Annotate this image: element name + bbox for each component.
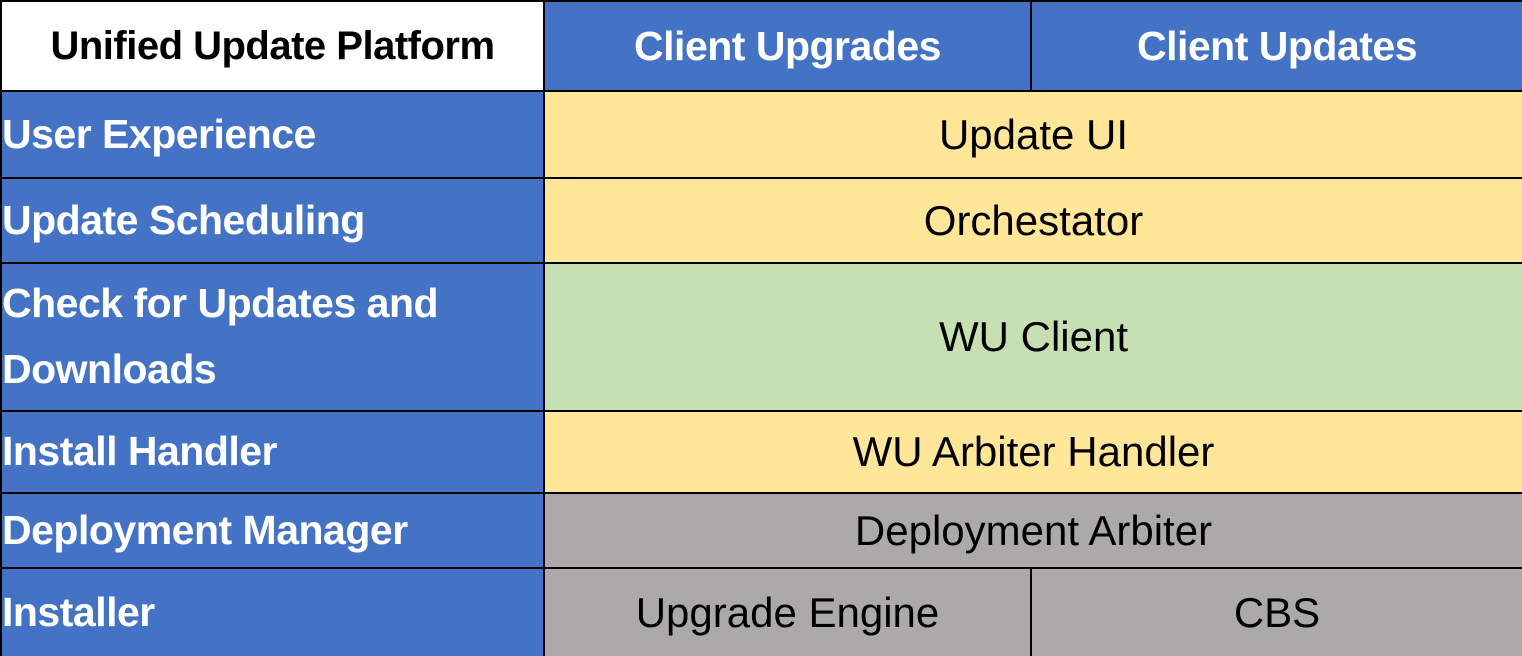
row-label-user-experience: User Experience (0, 90, 545, 179)
row-label-installer: Installer (0, 567, 545, 656)
component-cell-wu-arbiter-handler: WU Arbiter Handler (543, 410, 1522, 494)
table-row: Check for Updates and Downloads WU Clien… (0, 262, 1522, 412)
row-label-check-for-updates-and-downloads: Check for Updates and Downloads (0, 262, 545, 412)
header-row: Unified Update Platform Client Upgrades … (0, 0, 1522, 92)
component-cell-update-ui: Update UI (543, 90, 1522, 179)
component-cell-deployment-arbiter: Deployment Arbiter (543, 492, 1522, 569)
row-label-install-handler: Install Handler (0, 410, 545, 494)
column-header-client-upgrades: Client Upgrades (543, 0, 1032, 92)
component-cell-wu-client: WU Client (543, 262, 1522, 412)
row-label-deployment-manager: Deployment Manager (0, 492, 545, 569)
table-row: Update Scheduling Orchestator (0, 177, 1522, 264)
column-header-client-updates: Client Updates (1030, 0, 1522, 92)
table-row: Installer Upgrade Engine CBS (0, 567, 1522, 656)
component-cell-orchestator: Orchestator (543, 177, 1522, 264)
component-cell-cbs: CBS (1030, 567, 1522, 656)
table-row: Deployment Manager Deployment Arbiter (0, 492, 1522, 569)
table-row: Install Handler WU Arbiter Handler (0, 410, 1522, 494)
table-row: User Experience Update UI (0, 90, 1522, 179)
table-title: Unified Update Platform (0, 0, 545, 92)
component-cell-upgrade-engine: Upgrade Engine (543, 567, 1032, 656)
row-label-update-scheduling: Update Scheduling (0, 177, 545, 264)
